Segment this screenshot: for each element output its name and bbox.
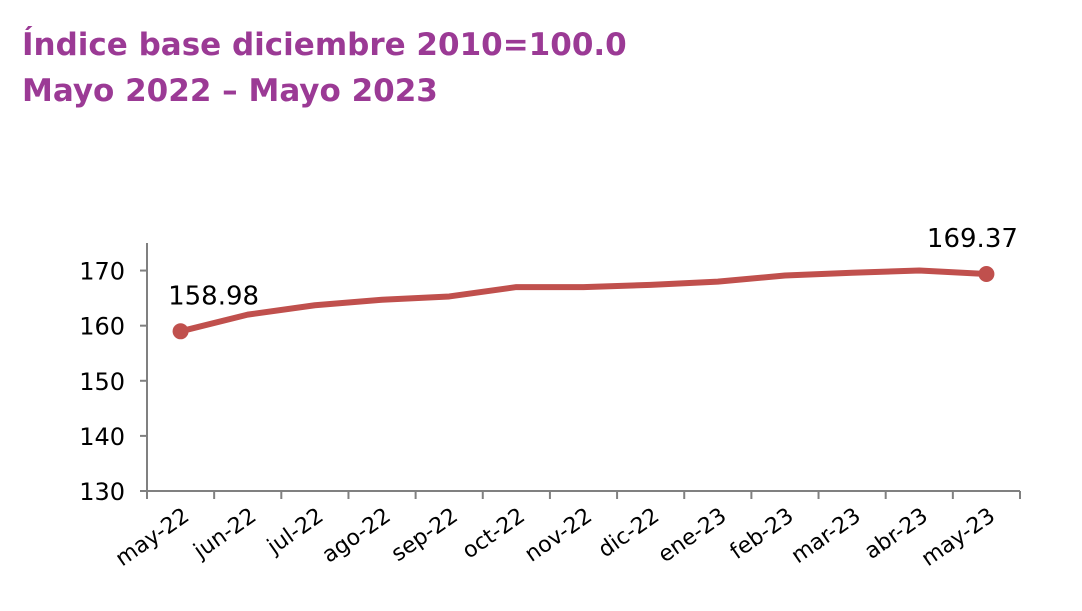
title-block: Índice base diciembre 2010=100.0 Mayo 20… [22,22,627,114]
x-tick-label: jul-22 [262,503,328,560]
x-tick-label: may-23 [917,503,1000,571]
chart-series [172,266,995,340]
x-tick-label: jun-22 [189,503,261,564]
x-tick-label: sep-22 [387,503,463,566]
y-tick-label: 160 [79,313,125,341]
chart-labels: 158.98 169.37 [168,224,1018,311]
series-line [177,267,990,335]
data-label: 158.98 [168,281,259,311]
data-point-marker [978,266,995,283]
x-tick-label: may-22 [111,503,194,571]
x-tick-label: ene-23 [654,503,731,568]
chart-subtitle: Mayo 2022 – Mayo 2023 [22,73,438,109]
x-tick-label: ago-22 [318,503,396,568]
x-tick-label: nov-22 [521,503,597,567]
x-tick-label: oct-22 [458,503,530,564]
y-tick-label: 170 [79,258,125,286]
y-tick-label: 130 [79,478,125,506]
x-tick-label: feb-23 [726,503,799,564]
y-tick-label: 150 [79,368,125,396]
chart-title: Índice base diciembre 2010=100.0 [22,27,627,63]
data-label: 169.37 [927,224,1018,254]
x-tick-label: dic-22 [594,503,664,563]
data-point-marker [172,323,189,340]
y-tick-label: 140 [79,423,125,451]
x-tick-label: mar-23 [787,503,866,568]
